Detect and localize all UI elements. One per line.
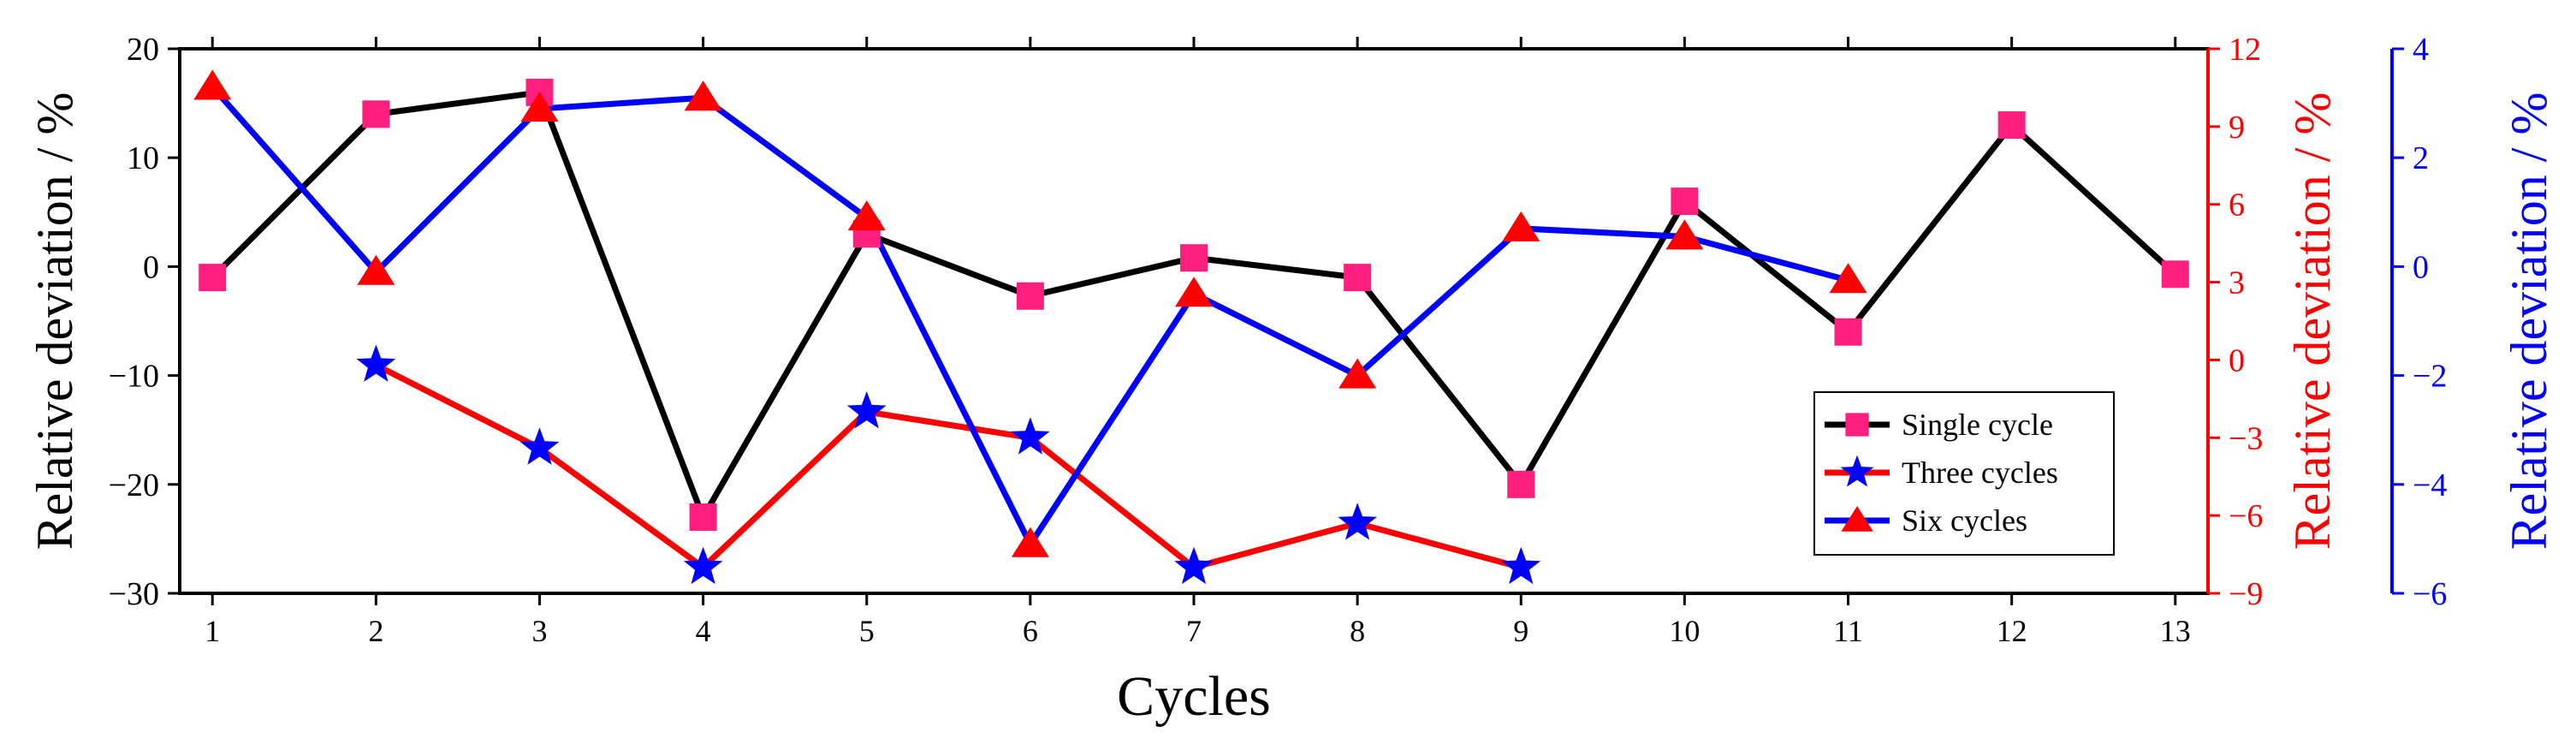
legend-marker-0 — [1845, 413, 1869, 437]
x-axis-title: Cycles — [1117, 665, 1271, 728]
right2-y-axis-title: Relative deviation / % — [2501, 92, 2557, 551]
axes-layer: 1 2 3 4 5 6 7 8 9 10 11 12 13Cycles−30−20−1001020Rel… — [27, 32, 2557, 728]
right2-y-tick-label: 4 — [2413, 32, 2429, 68]
x-tick-label: 11 — [1833, 614, 1863, 648]
series-point-2 — [1665, 219, 1704, 250]
series-point-1 — [846, 391, 887, 429]
series-point-0 — [362, 100, 390, 128]
series-point-2 — [357, 254, 395, 285]
x-tick-label: 12 — [1997, 614, 2027, 648]
series-point-1 — [519, 427, 560, 465]
series-layer — [193, 69, 2189, 585]
series-point-2 — [1011, 527, 1049, 557]
series-point-1 — [1338, 503, 1377, 540]
series-point-2 — [193, 69, 232, 100]
series-point-1 — [356, 344, 396, 382]
right-y-tick-label: −9 — [2229, 576, 2263, 612]
right-y-tick-label: 0 — [2229, 342, 2245, 378]
right-y-tick-label: 3 — [2229, 265, 2245, 301]
left-y-tick-label: −10 — [109, 359, 159, 395]
right2-y-tick-label: −6 — [2413, 576, 2447, 612]
series-point-0 — [199, 264, 227, 292]
series-point-2 — [520, 91, 559, 122]
legend-label: Single cycle — [1902, 408, 2053, 442]
series-point-0 — [1344, 264, 1372, 292]
left-y-tick-label: 10 — [127, 140, 159, 176]
right2-y-tick-label: −2 — [2413, 359, 2447, 395]
series-point-0 — [1834, 318, 1862, 346]
right-y-tick-label: −6 — [2229, 498, 2263, 534]
left-y-tick-label: 20 — [127, 32, 159, 68]
x-tick-label: 4 — [696, 614, 711, 648]
x-tick-label: 13 — [2160, 614, 2191, 648]
x-tick-label: 9 — [1513, 614, 1528, 648]
series-line-1 — [374, 362, 1522, 572]
series-point-2 — [1829, 263, 1867, 294]
right-y-tick-label: −3 — [2229, 420, 2263, 456]
series-point-2 — [1502, 211, 1540, 241]
series-point-0 — [1016, 282, 1044, 310]
series-line-2 — [210, 85, 1849, 551]
series-point-1 — [1501, 546, 1541, 585]
legend-marker-1 — [1840, 455, 1874, 487]
legend-label: Three cycles — [1902, 455, 2058, 490]
x-tick-label: 6 — [1023, 614, 1038, 648]
series-point-2 — [847, 200, 886, 231]
series-point-0 — [1180, 244, 1208, 272]
left-y-tick-label: −30 — [109, 576, 159, 612]
x-tick-label: 7 — [1186, 614, 1202, 648]
right-y-axis-title: Relative deviation / % — [2284, 92, 2341, 551]
x-tick-label: 2 — [368, 614, 383, 648]
series-point-0 — [689, 503, 717, 531]
left-y-tick-label: 0 — [143, 249, 159, 285]
series-point-0 — [1997, 111, 2026, 140]
right-y-tick-label: 12 — [2229, 32, 2261, 68]
series-point-0 — [1507, 470, 1535, 498]
x-tick-label: 8 — [1350, 614, 1365, 648]
left-y-axis-title: Relative deviation / % — [27, 92, 83, 551]
series-point-1 — [683, 546, 723, 585]
legend-marker-2 — [1841, 506, 1873, 532]
x-tick-label: 1 — [205, 614, 220, 648]
right2-y-tick-label: −4 — [2413, 467, 2447, 503]
series-point-2 — [1175, 277, 1213, 307]
x-tick-label: 3 — [531, 614, 547, 648]
series-point-0 — [1671, 187, 1699, 216]
legend-label: Six cycles — [1902, 503, 2027, 538]
series-point-1 — [1174, 546, 1214, 585]
series-point-2 — [1338, 358, 1377, 389]
x-tick-label: 5 — [859, 614, 875, 648]
x-tick-label: 10 — [1669, 614, 1700, 648]
series-point-1 — [1011, 417, 1050, 455]
series-point-0 — [2161, 260, 2189, 289]
series-point-2 — [684, 80, 722, 111]
left-y-tick-label: −20 — [109, 467, 159, 503]
right-y-tick-label: 9 — [2229, 110, 2245, 146]
right2-y-tick-label: 2 — [2413, 140, 2429, 176]
right2-y-tick-label: 0 — [2413, 249, 2429, 285]
legend: Single cycle Three cycles Six cycles — [1813, 391, 2115, 556]
right-y-tick-label: 6 — [2229, 187, 2245, 223]
